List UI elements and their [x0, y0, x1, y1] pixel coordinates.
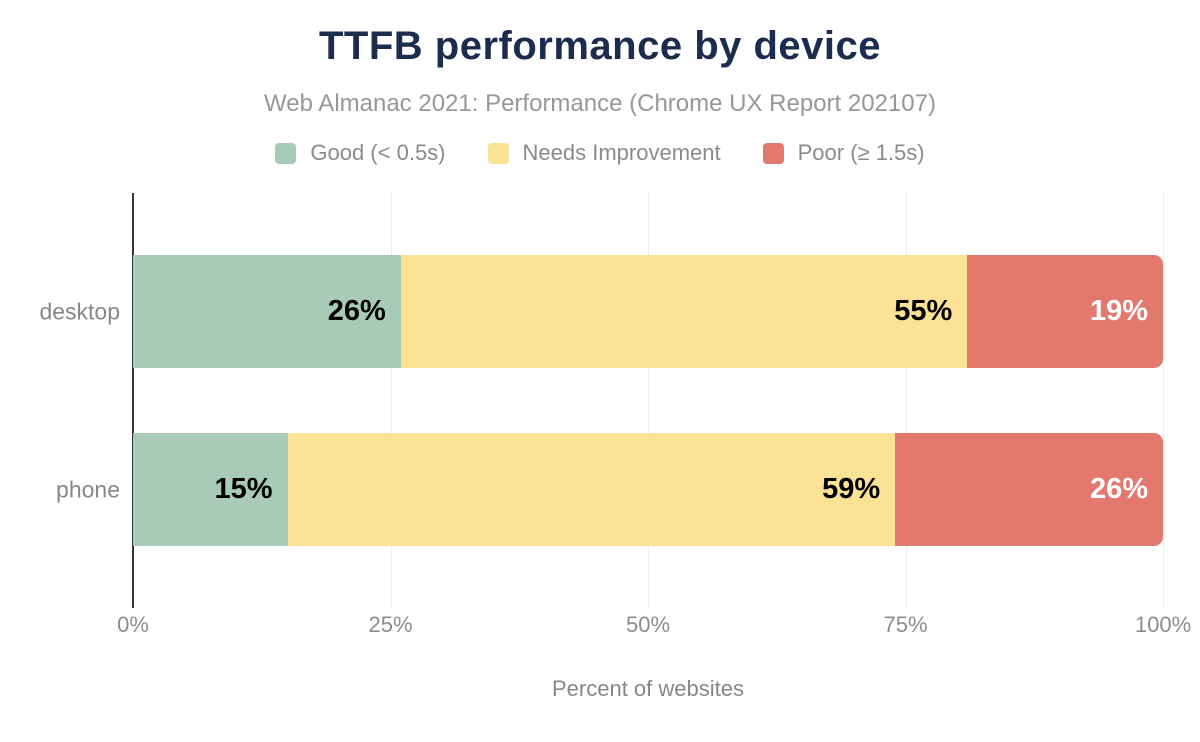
legend-label: Needs Improvement [522, 140, 721, 165]
legend-swatch-icon [762, 142, 784, 164]
legend-item-0[interactable]: Good (< 0.5s) [275, 140, 446, 166]
bar-segment-phone-2: 26% [895, 433, 1163, 546]
bar-segment-desktop-2: 19% [967, 255, 1163, 368]
bar-value-label: 55% [894, 295, 953, 327]
x-tick-label-25: 25% [368, 612, 413, 637]
legend-swatch-icon [487, 142, 509, 164]
plot-area: 26% 55% 19% 15% 59% 26% [132, 193, 1164, 608]
bar-row-desktop: 26% 55% 19% [133, 255, 1163, 368]
x-tick-label-100: 100% [1134, 612, 1192, 637]
x-tick-label-0: 0% [117, 612, 149, 637]
chart-title: TTFB performance by device [318, 24, 882, 68]
x-axis-title: Percent of websites [552, 676, 744, 701]
bar-segment-desktop-0: 26% [133, 255, 401, 368]
x-tick-label-75: 75% [883, 612, 928, 637]
bar-segment-phone-1: 59% [287, 433, 896, 546]
bar-value-label: 15% [214, 473, 273, 505]
legend-label: Good (< 0.5s) [310, 140, 446, 165]
bar-value-label: 26% [327, 295, 386, 327]
legend: Good (< 0.5s) Needs Improvement Poor (≥ 1.… [0, 140, 1200, 166]
bar-value-label: 26% [1089, 473, 1148, 505]
bar-row-phone: 15% 59% 26% [133, 433, 1163, 546]
bar-segment-phone-0: 15% [133, 433, 288, 546]
bar-segment-desktop-1: 55% [400, 255, 968, 368]
bar-value-label: 19% [1089, 295, 1148, 327]
legend-swatch-icon [275, 142, 297, 164]
legend-label: Poor (≥ 1.5s) [797, 140, 925, 165]
chart-subtitle: Web Almanac 2021: Performance (Chrome UX… [264, 90, 936, 117]
gridline-25 [390, 193, 392, 608]
legend-item-1[interactable]: Needs Improvement [487, 140, 721, 166]
x-tick-label-50: 50% [625, 612, 671, 637]
category-label-desktop: desktop [39, 298, 120, 324]
legend-item-2[interactable]: Poor (≥ 1.5s) [762, 140, 925, 166]
bar-value-label: 59% [822, 473, 881, 505]
gridline-100 [1163, 193, 1164, 608]
category-label-phone: phone [56, 476, 120, 502]
gridline-50 [648, 193, 649, 608]
gridline-75 [905, 193, 907, 608]
y-axis-line [132, 193, 134, 608]
